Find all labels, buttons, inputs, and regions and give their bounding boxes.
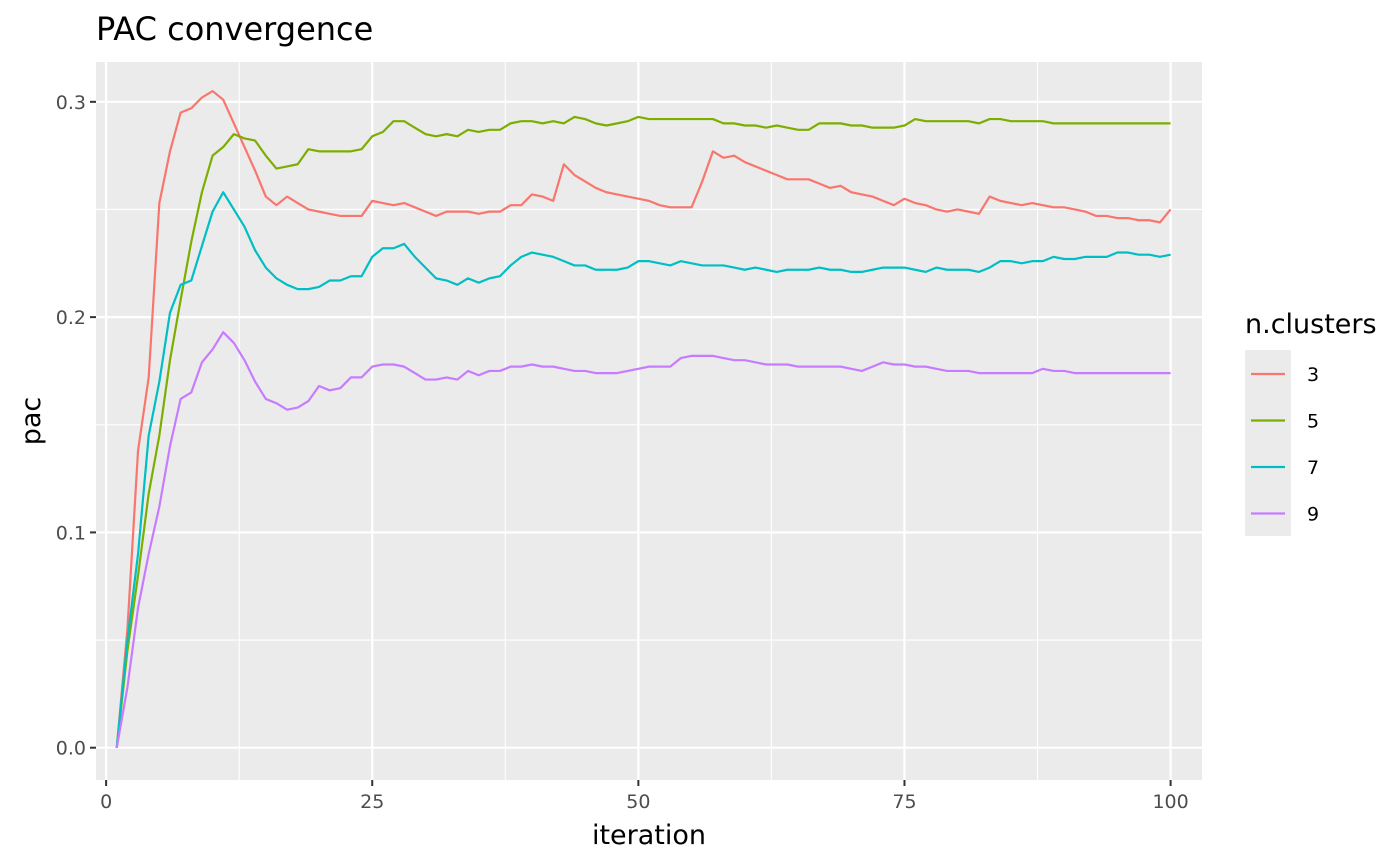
legend-title: n.clusters [1245,309,1377,340]
x-tick-label: 25 [360,791,384,813]
y-axis: 0.0 0.1 0.2 0.3 [56,92,96,760]
legend-key-background [1245,350,1291,536]
x-axis-title: iteration [592,820,706,851]
legend-label-9: 9 [1307,504,1319,526]
chart-title: PAC convergence [96,10,373,48]
y-tick-label: 0.3 [56,92,86,114]
legend-item-3: 3 [1251,364,1319,386]
legend-item-9: 9 [1251,504,1319,526]
y-tick-label: 0.2 [56,307,86,329]
x-tick-label: 75 [892,791,916,813]
legend-item-7: 7 [1251,457,1319,479]
series-line-9 [115,331,1171,748]
series-line-3 [115,89,1172,748]
x-tick-label: 0 [100,791,112,813]
x-tick-label: 50 [626,791,650,813]
series-line-7 [115,191,1171,748]
series-line-5 [115,115,1171,748]
legend-label-3: 3 [1307,364,1319,386]
plot-panel [96,62,1202,780]
legend-label-7: 7 [1307,457,1319,479]
y-axis-title: pac [16,397,47,446]
y-tick-label: 0.1 [56,522,86,544]
major-gridlines [96,62,1202,780]
series-lines [115,89,1172,748]
legend-label-5: 5 [1307,411,1319,433]
x-axis: 0 25 50 75 100 [100,780,1189,813]
legend: n.clusters 3 5 7 9 [1245,309,1377,536]
x-tick-label: 100 [1152,791,1188,813]
legend-item-5: 5 [1251,411,1319,433]
y-tick-label: 0.0 [56,738,86,760]
minor-gridlines [96,62,1202,780]
